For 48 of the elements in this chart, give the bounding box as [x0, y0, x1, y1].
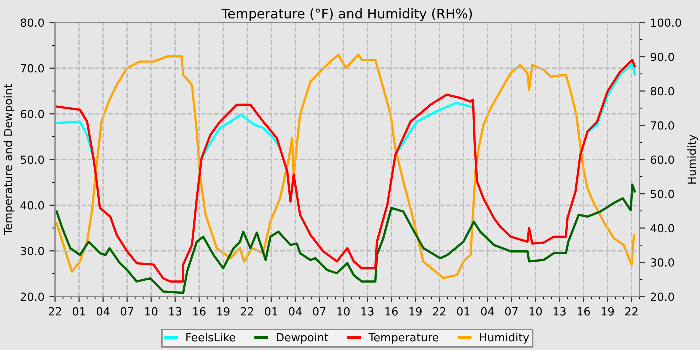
x-tick-label: 19	[218, 307, 230, 316]
x-tick-label: 19	[410, 307, 422, 316]
x-tick-label: 10	[530, 307, 542, 316]
y-tick-label: 20.0	[20, 292, 44, 302]
x-tick-label: 22	[241, 307, 254, 316]
x-tick-label: 16	[578, 307, 590, 316]
y-tick-label: 60.0	[20, 110, 44, 118]
y2-tick-label: 30.0	[651, 258, 674, 267]
y2-tick-label: 50.0	[651, 190, 674, 198]
y-tick-label: 80.0	[20, 18, 44, 28]
x-tick-label: 07	[505, 307, 518, 316]
y2-tick-label: 70.0	[651, 121, 674, 130]
y-tick-label: 70.0	[21, 64, 44, 73]
x-tick-label: 22	[433, 307, 446, 316]
legend-label: Dewpoint	[277, 333, 329, 344]
legend-label: FeelsLike	[186, 333, 236, 342]
x-tick-label: 22	[49, 307, 62, 316]
x-tick-label: 04	[289, 307, 302, 316]
x-tick-label: 13	[170, 307, 182, 316]
y-axis-title: Temperature and Dewpoint	[4, 84, 15, 236]
x-tick-label: 04	[97, 307, 110, 316]
y2-tick-label: 60.0	[650, 156, 674, 164]
x-tick-label: 13	[554, 307, 566, 316]
y2-tick-label: 90.0	[650, 52, 674, 62]
x-tick-label: 22	[626, 307, 638, 316]
y2-tick-label: 80.0	[650, 87, 674, 96]
y2-tick-label: 100.0	[651, 18, 682, 28]
y2-tick-label: 20.0	[651, 292, 674, 302]
y-tick-label: 50.0	[21, 156, 44, 164]
x-tick-label: 01	[457, 307, 470, 316]
legend-label: Temperature	[368, 333, 439, 344]
y2-axis-title: Humidity	[688, 134, 698, 184]
x-tick-label: 10	[146, 307, 158, 316]
y-tick-label: 40.0	[20, 201, 44, 210]
y2-tick-label: 40.0	[650, 224, 674, 233]
y-tick-label: 30.0	[20, 247, 44, 256]
legend-label: Humidity	[480, 333, 530, 344]
x-tick-label: 07	[121, 307, 134, 316]
x-tick-label: 07	[313, 307, 326, 316]
x-tick-label: 16	[194, 307, 206, 316]
x-tick-label: 04	[481, 307, 494, 316]
x-tick-label: 16	[386, 307, 398, 316]
x-tick-label: 19	[602, 307, 614, 316]
x-tick-label: 01	[72, 307, 86, 316]
x-tick-label: 10	[338, 307, 350, 316]
chart-title: Temperature (°F) and Humidity (RH%)	[222, 8, 472, 22]
x-tick-label: 13	[362, 307, 374, 316]
x-tick-label: 01	[265, 307, 278, 316]
